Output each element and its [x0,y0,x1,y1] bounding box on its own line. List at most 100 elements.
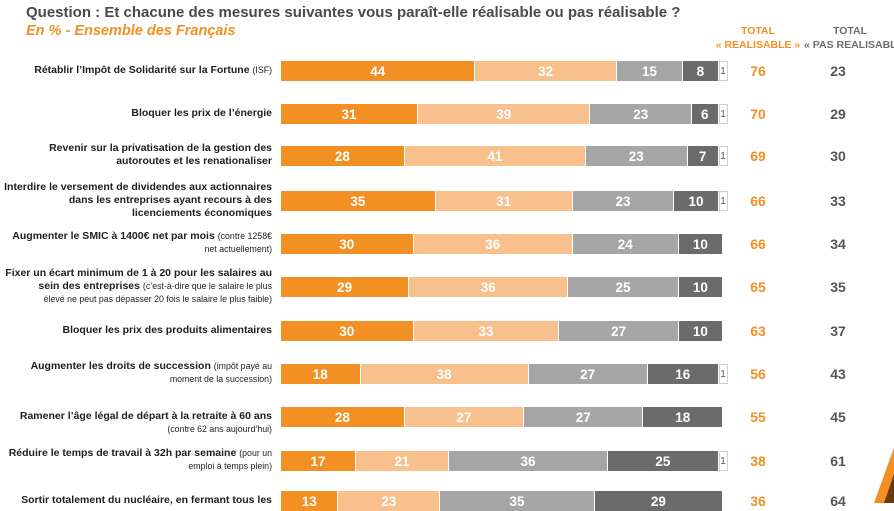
bar-segment: 10 [674,191,718,211]
bar-segment: 33 [413,321,559,341]
row-label-note: moment de la succession) [169,374,272,384]
bar-segment: 27 [528,364,647,384]
row-label: Augmenter le SMIC à 1400€ net par mois (… [0,230,272,256]
bar-segment: 31 [281,104,418,124]
bar-segment: 1 [718,191,728,211]
bar-segment: 1 [718,364,728,384]
row-label: Augmenter les droits de succession (impô… [0,360,272,386]
bar-segment: 23 [572,191,674,211]
bar-segment: 36 [409,277,568,297]
row-label-text: autoroutes et les renationaliser [116,155,272,167]
bar-segment: 13 [281,491,338,511]
total-pas-realisable-value: 64 [830,493,846,509]
total-realisable-value: 63 [750,323,766,339]
row-label-note: élevé ne peut pas dépasser 20 fois le sa… [43,293,272,304]
bar-segment: 16 [647,364,718,384]
bar-segment: 31 [435,191,572,211]
total-realisable-value: 69 [750,148,766,164]
bar-segment: 28 [281,407,404,427]
row-label: Fixer un écart minimum de 1 à 20 pour le… [0,267,272,306]
row-label-note: emploi à temps plein) [188,461,272,471]
bar-segment: 18 [643,407,722,427]
row-label-note: (ISF) [252,64,272,75]
row-label: Bloquer les prix de l’énergie [0,107,272,120]
bar-segment: 30 [281,234,413,254]
row-label-text: Bloquer les prix des produits alimentair… [62,323,272,336]
bar-segment: 27 [559,321,678,341]
total-realisable-value: 56 [750,366,766,382]
bar-segment: 23 [590,104,692,124]
bar-segment: 6 [692,104,718,124]
column-header-realisable: TOTAL « REALISABLE » [712,24,804,52]
row-label: Sortir totalement du nucléaire, en ferma… [0,494,272,507]
column-header-pas-realisable-line1: TOTAL [832,25,868,37]
bar-segment: 27 [404,407,524,427]
bar-segment: 35 [281,191,435,211]
total-pas-realisable-value: 37 [830,323,846,339]
bar-segment: 36 [448,451,608,471]
bar-segment: 18 [281,364,360,384]
row-label-text: Augmenter le SMIC à 1400€ net par mois [12,230,215,242]
row-label-text: Interdire le versement de dividendes aux… [4,180,272,193]
total-realisable-value: 66 [750,236,766,252]
bar-segment: 35 [440,491,594,511]
bar-segment: 23 [585,146,687,166]
row-label: Interdire le versement de dividendes aux… [0,181,272,220]
row-label-text: Réduire le temps de travail à 32h par se… [8,447,237,459]
bar-segment: 24 [572,234,678,254]
total-pas-realisable-value: 29 [830,106,846,122]
total-pas-realisable-value: 30 [830,148,846,164]
column-header-pas-realisable: TOTAL « PAS REALISABLE » [804,24,894,52]
row-label-text: Ramener l’âge légal de départ à la retra… [19,409,272,422]
bar-segment: 23 [338,491,440,511]
row-label-note: (contre 1258€ [217,231,272,241]
row-label-note: (impôt payé au [213,361,272,371]
bar-segment: 41 [404,146,585,166]
total-pas-realisable-value: 43 [830,366,846,382]
total-realisable-value: 65 [750,279,766,295]
row-label-text: Revenir sur la privatisation de la gesti… [49,142,272,154]
bar-segment: 1 [718,104,728,124]
row-label-note: net actuellement) [204,244,272,254]
row-label-text: Bloquer les prix de l’énergie [131,106,272,119]
bar-segment: 27 [524,407,643,427]
bar-segment: 1 [718,61,728,81]
question-title: Question : Et chacune des mesures suivan… [26,4,681,21]
bar-segment: 25 [608,451,718,471]
bar-segment: 15 [616,61,683,81]
bar-segment: 30 [281,321,413,341]
row-label-text: Rétablir l’Impôt de Solidarité sur la Fo… [34,63,250,76]
bar-segment: 32 [475,61,616,81]
bar-segment: 29 [281,277,409,297]
row-label-note: (c’est-à-dire que le salaire le plus [142,280,272,291]
row-label-text: dans les entreprises ayant recours à des [68,193,272,206]
bar-segment: 1 [718,451,728,471]
total-pas-realisable-value: 34 [830,236,846,252]
bar-segment: 21 [356,451,448,471]
bar-segment: 25 [568,277,678,297]
total-pas-realisable-value: 33 [830,193,846,209]
total-realisable-value: 66 [750,193,766,209]
bar-segment: 10 [678,321,722,341]
subtitle: En % - Ensemble des Français [26,23,236,39]
total-realisable-value: 70 [750,106,766,122]
total-realisable-value: 55 [750,409,766,425]
bar-segment: 39 [418,104,590,124]
bar-segment: 38 [360,364,528,384]
bar-segment: 7 [687,146,718,166]
bar-segment: 28 [281,146,404,166]
total-pas-realisable-value: 45 [830,409,846,425]
row-label-text: licenciements économiques [131,206,272,219]
column-header-pas-realisable-line2: « PAS REALISABLE » [804,39,894,51]
bar-segment: 44 [281,61,475,81]
row-label: Ramener l’âge légal de départ à la retra… [0,410,272,436]
bar-segment: 10 [678,277,722,297]
row-label-text: sein des entreprises [38,279,140,292]
total-realisable-value: 76 [750,63,766,79]
row-label: Réduire le temps de travail à 32h par se… [0,447,272,473]
corner-decoration-logo [874,447,894,503]
row-label: Bloquer les prix des produits alimentair… [0,324,272,337]
bar-segment: 17 [281,451,356,471]
total-realisable-value: 36 [750,493,766,509]
bar-segment: 29 [594,491,722,511]
